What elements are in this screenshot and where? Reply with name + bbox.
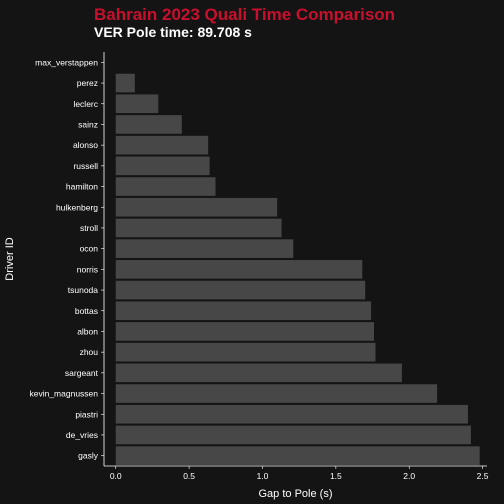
bar-zhou: [115, 342, 376, 362]
y-tick-label: perez: [77, 78, 98, 88]
y-tick-label: sargeant: [65, 368, 99, 378]
y-tick-label: stroll: [80, 223, 98, 233]
y-tick-label: russell: [73, 161, 98, 171]
bar-hamilton: [115, 177, 216, 196]
x-axis-title: Gap to Pole (s): [259, 488, 333, 500]
x-tick-label: 2.0: [403, 471, 415, 481]
y-tick-label: leclerc: [73, 99, 98, 109]
chart-subtitle: VER Pole time: 89.708 s: [94, 24, 252, 40]
bar-bottas: [115, 301, 372, 321]
y-tick-label: ocon: [80, 244, 99, 254]
bar-leclerc: [115, 94, 159, 114]
x-tick-label: 1.5: [330, 471, 342, 481]
bar-sargeant: [115, 363, 402, 383]
y-tick-label: hamilton: [66, 182, 98, 192]
bar-kevin_magnussen: [115, 384, 438, 403]
bar-de_vries: [115, 425, 471, 445]
y-tick-label: piastri: [75, 409, 98, 419]
x-tick-label: 0.0: [110, 471, 122, 481]
bar-hulkenberg: [115, 197, 278, 217]
y-tick-label: bottas: [75, 306, 98, 316]
bar-russell: [115, 156, 210, 176]
bar-gasly: [115, 446, 480, 465]
x-tick-label: 1.0: [257, 471, 269, 481]
y-tick-label: zhou: [80, 347, 99, 357]
bar-ocon: [115, 239, 294, 258]
x-tick-label: 2.5: [477, 471, 489, 481]
y-tick-label: hulkenberg: [56, 202, 98, 212]
y-tick-label: sainz: [78, 119, 98, 129]
bar-stroll: [115, 218, 282, 238]
bar-sainz: [115, 115, 182, 134]
bar-tsunoda: [115, 280, 366, 300]
y-tick-label: de_vries: [66, 430, 98, 440]
bar-albon: [115, 322, 375, 341]
bar-alonso: [115, 135, 209, 155]
bars-group: [115, 73, 480, 465]
y-tick-label: alonso: [73, 140, 98, 150]
y-tick-label: albon: [77, 326, 98, 336]
x-axis-ticks: 0.0 0.5 1.0 1.5 2.0 2.5: [110, 466, 489, 481]
y-tick-label: max_verstappen: [35, 57, 98, 67]
y-tick-label: norris: [77, 264, 98, 274]
x-tick-label: 0.5: [183, 471, 195, 481]
bar-piastri: [115, 404, 468, 424]
chart-title: Bahrain 2023 Quali Time Comparison: [94, 5, 395, 24]
y-axis-title: Driver ID: [4, 237, 16, 280]
bar-perez: [115, 73, 135, 93]
y-tick-label: tsunoda: [68, 285, 99, 295]
y-tick-label: gasly: [78, 451, 99, 461]
y-tick-label: kevin_magnussen: [29, 389, 98, 399]
bar-norris: [115, 260, 363, 279]
